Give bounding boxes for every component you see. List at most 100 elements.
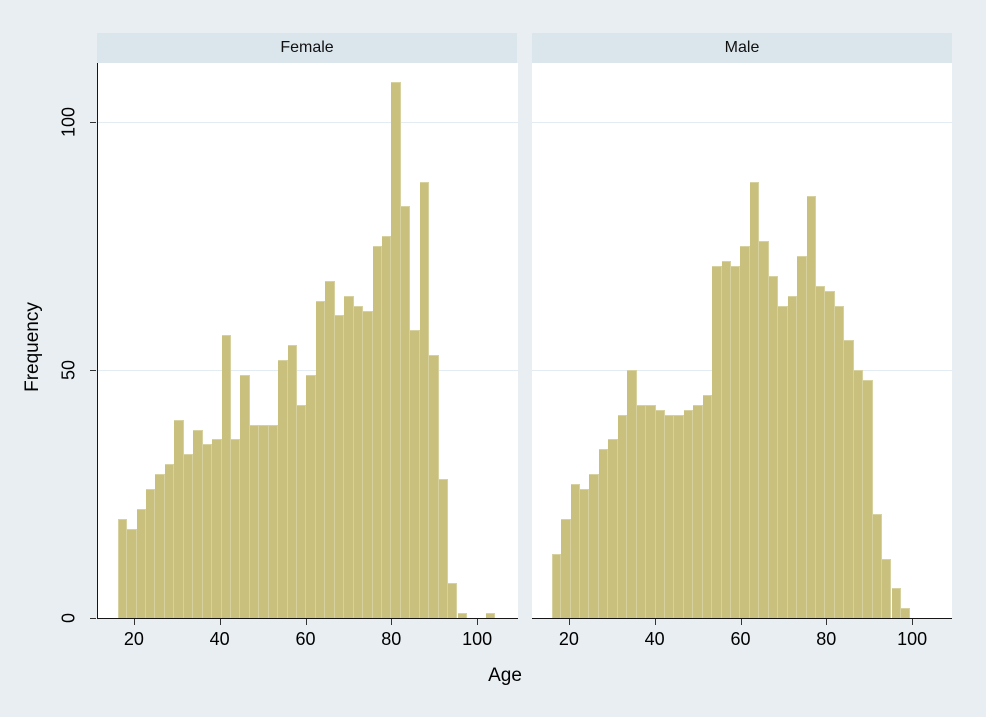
- histogram-bar: [646, 404, 656, 618]
- histogram-bar: [844, 340, 854, 618]
- histogram-bar: [617, 414, 628, 618]
- histogram-bar: [825, 290, 835, 618]
- histogram-bar: [853, 370, 864, 618]
- histogram-bar: [325, 280, 335, 618]
- histogram-bar: [891, 588, 901, 618]
- x-axis-tick: [477, 619, 479, 625]
- histogram-bar: [249, 424, 260, 618]
- histogram-bar: [570, 484, 581, 618]
- histogram-bar: [448, 583, 458, 618]
- histogram-bar: [702, 394, 713, 618]
- histogram-bar: [155, 474, 165, 618]
- histogram-bar: [485, 613, 496, 618]
- histogram-bar: [749, 181, 760, 618]
- histogram-bar: [315, 300, 326, 618]
- histogram-bar: [655, 409, 665, 618]
- histogram-bar: [344, 295, 354, 618]
- histogram-bar: [193, 429, 203, 618]
- histogram-bar: [457, 613, 467, 618]
- x-axis-tick: [568, 619, 570, 625]
- histogram-bar: [230, 439, 241, 618]
- histogram-bar: [816, 285, 826, 618]
- histogram-bar: [136, 508, 147, 618]
- y-axis-tick: [90, 122, 96, 123]
- histogram-bar: [212, 439, 222, 618]
- histogram-bar: [438, 479, 449, 618]
- histogram-bar: [183, 454, 194, 618]
- histogram-bar: [259, 424, 269, 618]
- x-axis-title: Age: [488, 665, 522, 686]
- histogram-bar: [353, 305, 364, 618]
- histogram-bar: [278, 360, 288, 618]
- histogram-bar: [882, 558, 892, 618]
- histogram-bar: [721, 260, 732, 618]
- x-tick-label: 80: [381, 629, 402, 649]
- histogram-bar: [712, 265, 722, 618]
- y-tick-label: 100: [58, 106, 79, 138]
- histogram-bar: [759, 241, 769, 618]
- histogram-bar: [636, 404, 647, 618]
- histogram-bar: [608, 439, 618, 618]
- histogram-bar: [221, 335, 231, 618]
- histogram-bar: [410, 330, 420, 618]
- histogram-bar: [797, 255, 807, 618]
- histogram-bar: [806, 196, 816, 618]
- histogram-bar: [551, 553, 562, 618]
- y-axis-tick: [90, 370, 96, 371]
- histogram-bar: [693, 404, 703, 618]
- y-axis-tick: [90, 618, 96, 619]
- histogram-bar: [372, 246, 382, 618]
- panel-header-male: Male: [532, 33, 952, 63]
- x-axis-tick: [219, 619, 221, 625]
- plot-area-female: [97, 63, 518, 619]
- histogram-bar: [872, 513, 883, 618]
- histogram-bar: [117, 518, 128, 618]
- x-axis-tick: [740, 619, 742, 625]
- histogram-bar: [598, 449, 609, 618]
- plot-area-male: [532, 63, 952, 619]
- histogram-bar: [429, 355, 439, 618]
- x-axis-tick: [654, 619, 656, 625]
- x-tick-label: 100: [897, 629, 928, 649]
- histogram-bar: [740, 246, 750, 618]
- histogram-bar: [297, 404, 307, 618]
- panel-header-female: Female: [97, 33, 517, 63]
- x-axis-tick: [912, 619, 914, 625]
- panel-title: Female: [280, 39, 334, 56]
- histogram-bar: [202, 444, 213, 618]
- histogram-bar: [674, 414, 684, 618]
- histogram-bar: [287, 345, 298, 618]
- x-tick-label: 60: [730, 629, 751, 649]
- gridline-y100: [532, 122, 952, 123]
- histogram-bar: [664, 414, 675, 618]
- histogram-bar: [400, 206, 411, 618]
- x-tick-label: 100: [462, 629, 493, 649]
- histogram-bar: [268, 424, 279, 618]
- histogram-bar: [683, 409, 694, 618]
- histogram-bar: [146, 489, 156, 618]
- histogram-bar: [731, 265, 741, 618]
- x-axis-tick: [133, 619, 135, 625]
- histogram-bar: [306, 375, 316, 618]
- y-tick-label: 50: [58, 359, 79, 381]
- histogram-bar: [863, 379, 873, 618]
- histogram-bar: [787, 295, 798, 618]
- y-tick-label: 0: [58, 612, 79, 624]
- x-axis-tick: [826, 619, 828, 625]
- histogram-bar: [900, 608, 911, 618]
- x-tick-label: 40: [209, 629, 230, 649]
- y-axis-title: Frequency: [22, 302, 43, 392]
- x-tick-label: 20: [558, 629, 579, 649]
- histogram-bar: [768, 275, 779, 618]
- x-tick-label: 20: [123, 629, 144, 649]
- panel-title: Male: [724, 39, 760, 56]
- gridline-y100: [98, 122, 518, 123]
- x-axis-tick: [391, 619, 393, 625]
- histogram-bar: [834, 305, 845, 618]
- x-tick-label: 60: [295, 629, 316, 649]
- histogram-bar: [382, 236, 392, 618]
- gridline-y50: [98, 370, 518, 371]
- histogram-bar: [561, 518, 571, 618]
- histogram-bar: [580, 489, 590, 618]
